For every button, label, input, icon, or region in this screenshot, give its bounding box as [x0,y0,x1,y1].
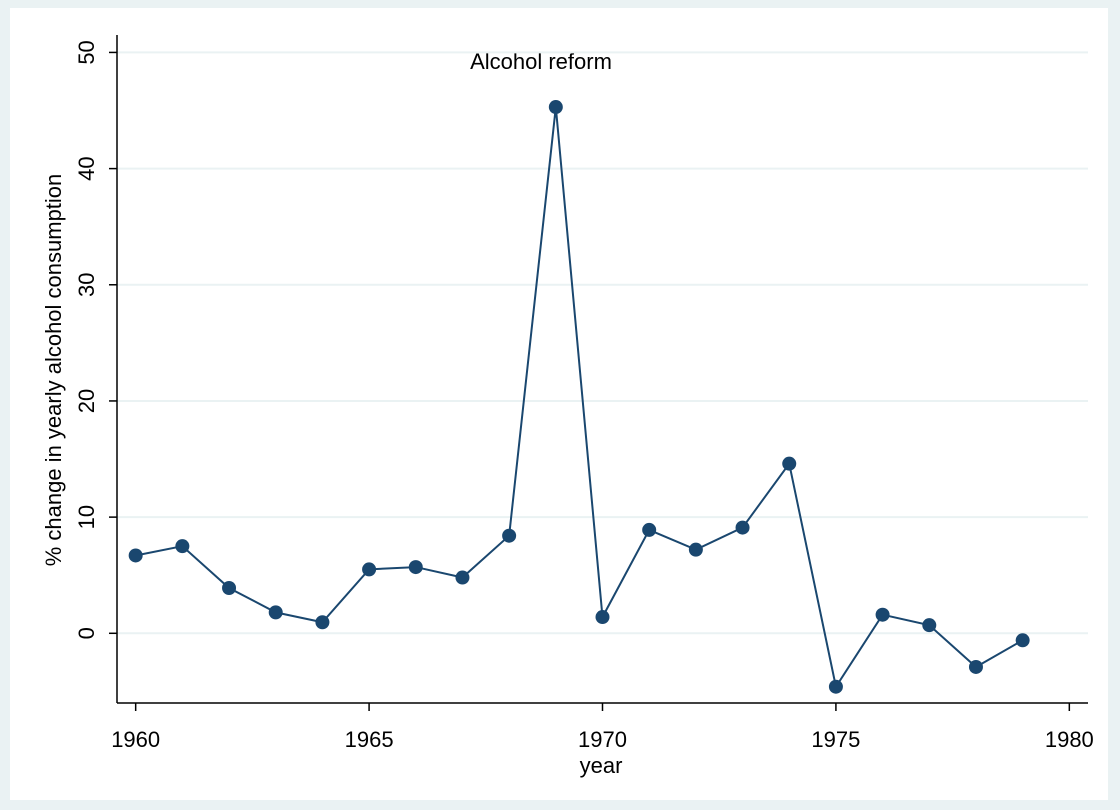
marker [595,610,610,625]
x-tick-label: 1960 [111,727,160,752]
series-line [135,106,1024,690]
marker [548,100,563,115]
x-axis-label: year [580,753,623,778]
marker [782,456,797,471]
marker [922,618,937,633]
x-tick-label: 1970 [578,727,627,752]
marker [315,615,330,630]
y-tick-label: 30 [74,273,99,297]
y-tick-label: 0 [74,627,99,639]
marker [175,539,190,554]
marker [828,679,843,694]
y-axis-label: % change in yearly alcohol consumption [41,174,66,567]
marker [1015,633,1030,648]
marker [222,580,237,595]
marker [642,522,657,537]
marker [875,607,890,622]
y-tick-label: 50 [74,40,99,64]
marker [128,548,143,563]
marker [268,605,283,620]
x-tick-label: 1965 [345,727,394,752]
marker [408,560,423,575]
graph-region [10,8,1108,800]
marker [502,528,517,543]
x-tick-label: 1975 [811,727,860,752]
marker [362,562,377,577]
x-tick-label: 1980 [1045,727,1094,752]
y-tick-label: 10 [74,505,99,529]
marker [455,570,470,585]
y-tick-label: 20 [74,389,99,413]
marker [968,659,983,674]
y-tick-label: 40 [74,156,99,180]
marker [688,542,703,557]
marker [735,520,750,535]
